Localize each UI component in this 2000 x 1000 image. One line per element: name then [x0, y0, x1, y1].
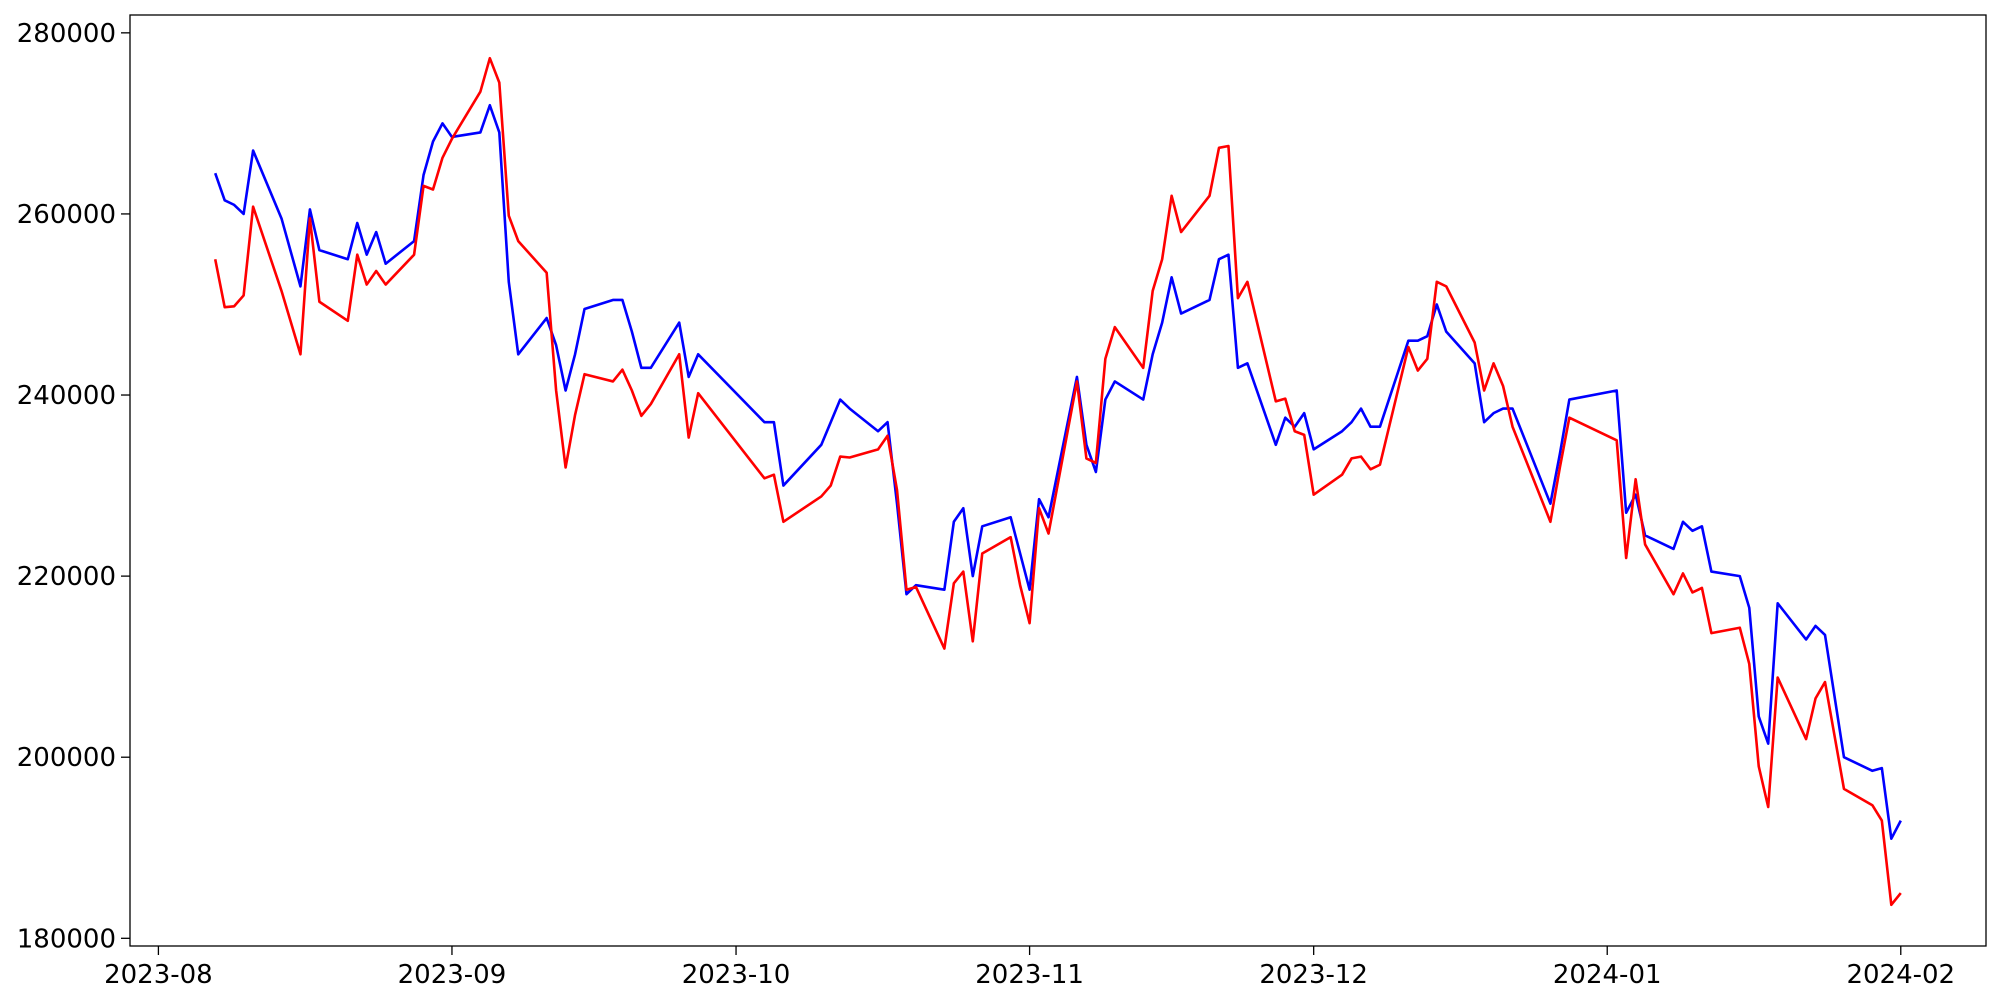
x-tick-label: 2023-09: [398, 960, 507, 990]
y-tick-label: 280000: [17, 19, 116, 49]
y-tick-label: 200000: [17, 743, 116, 773]
plot-frame: [129, 14, 1987, 947]
x-tick-label: 2023-11: [975, 960, 1084, 990]
line-series: [213, 103, 1902, 840]
y-tick-label: 260000: [17, 200, 116, 230]
y-tick-label: 240000: [17, 381, 116, 411]
x-tick-label: 2023-10: [682, 960, 791, 990]
x-tick-label: 2023-12: [1259, 960, 1368, 990]
x-tick-label: 2024-01: [1553, 960, 1662, 990]
x-tick-label: 2024-02: [1846, 960, 1955, 990]
y-tick-label: 180000: [17, 924, 116, 954]
line-series: [213, 56, 1902, 907]
y-tick-label: 220000: [17, 562, 116, 592]
x-tick-label: 2023-08: [104, 960, 213, 990]
